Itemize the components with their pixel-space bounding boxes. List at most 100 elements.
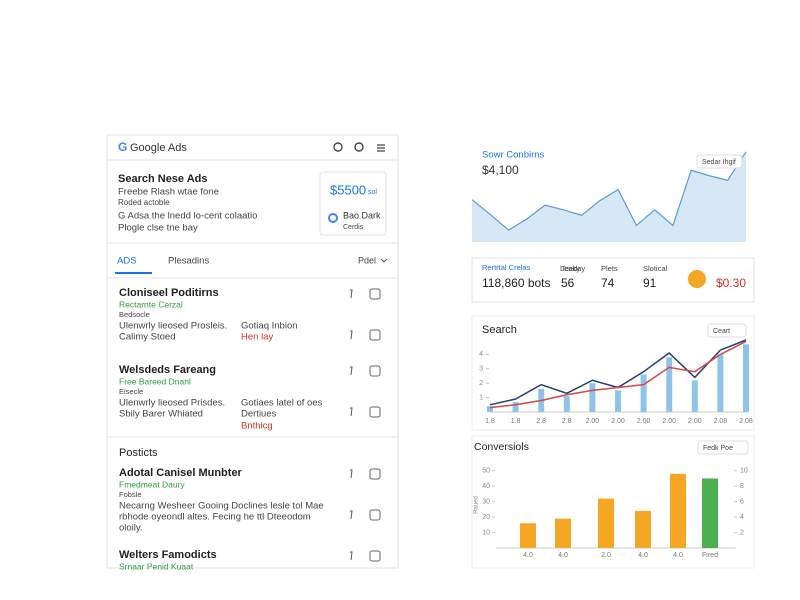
- listing-line: Ulenwrly lieosed Prosleis.: [119, 321, 227, 332]
- listing-line: Calimy Stoed: [119, 332, 176, 343]
- listing-line: rbhode oyeondl altes. Fecing he ttl Dtee…: [119, 512, 311, 523]
- x-tick-label: 2.00: [637, 418, 651, 425]
- tab-underline: [115, 272, 152, 274]
- stats-panel: [471, 257, 755, 303]
- bar: [640, 374, 647, 412]
- x-tick-label: 2.08: [714, 418, 728, 425]
- action-icon: [369, 365, 381, 377]
- y2-tick-label: 10: [740, 468, 748, 475]
- x-tick-label: 2.8: [536, 418, 546, 425]
- section-title: Posticts: [119, 447, 158, 459]
- listing-note: Gotiaes latel of oes: [241, 398, 323, 409]
- stat-value: $0.30: [716, 276, 746, 290]
- action-icon: [350, 407, 353, 417]
- action-icon: [369, 406, 381, 418]
- bar: [487, 406, 493, 412]
- x-tick-label: 2.08: [739, 418, 753, 425]
- stat-label: Plets: [601, 264, 618, 273]
- listing-title: Welters Famodicts: [119, 549, 217, 561]
- y-tick-label: 30: [482, 498, 490, 505]
- menu-icon[interactable]: [377, 144, 385, 152]
- y-tick-label: 2: [479, 380, 483, 387]
- y2-tick-label: 4: [740, 514, 744, 521]
- badge[interactable]: [697, 440, 749, 455]
- bar: [635, 510, 651, 548]
- x-tick-label: 2.8: [562, 418, 572, 425]
- y2-tick-label: 8: [740, 483, 744, 490]
- line: [489, 340, 747, 409]
- listing-line: Necarng Wesheer Gooing Doclines lesle to…: [119, 501, 324, 512]
- badge[interactable]: [696, 154, 743, 169]
- bar: [512, 401, 519, 412]
- x-tick-label: 4.0: [558, 552, 568, 559]
- logo: G: [118, 140, 127, 154]
- bar: [598, 498, 614, 548]
- listing-title: Cloniseel Poditirns: [119, 287, 219, 299]
- chart-subtitle: $4,100: [482, 163, 519, 177]
- action-icon: [350, 289, 353, 299]
- price: $5500: [330, 182, 366, 197]
- card-line: G Adsa the lnedd lo-cent colaatio: [118, 211, 257, 222]
- bar: [563, 396, 570, 412]
- x-tick-label: 1.8: [485, 418, 495, 425]
- bar: [702, 478, 718, 548]
- bar: [520, 523, 536, 548]
- card-line: Plogle clse tne bay: [118, 223, 198, 234]
- action-icon: [369, 468, 381, 480]
- listing-line: oloily.: [119, 523, 143, 534]
- card-title: Search Nese Ads: [118, 173, 207, 185]
- badge-label: Fedk Poe: [703, 445, 733, 452]
- stat-label: Leaky: [560, 264, 580, 273]
- x-tick-label: 4.0: [673, 552, 683, 559]
- bar: [666, 357, 673, 412]
- stat-label: Slotical: [643, 264, 668, 273]
- brand: Bao Dark: [343, 210, 381, 220]
- listing-title: Welsdeds Fareang: [119, 364, 216, 376]
- badge[interactable]: [707, 323, 747, 338]
- price-unit: sol: [368, 189, 377, 196]
- listing-tag: Fmedmeat Daury: [119, 479, 185, 489]
- action-icon: [350, 366, 353, 376]
- y-tick-label: 40: [482, 483, 490, 490]
- y-tick-label: 1: [479, 394, 483, 401]
- app-title: Google Ads: [130, 142, 187, 154]
- x-tick-label: 2.0: [601, 552, 611, 559]
- listing-tag: Srnaar Penid Kuaat: [119, 561, 194, 571]
- chart-panel: [471, 435, 755, 569]
- x-tick-label: 2.00: [662, 418, 676, 425]
- action-icon: [369, 550, 381, 562]
- action-icon: [350, 330, 353, 340]
- chart-title: Sowr Conbirns: [482, 150, 545, 161]
- search-icon[interactable]: [333, 142, 343, 152]
- stat-caption: Rertrtal Crelas: [482, 263, 531, 272]
- bar: [717, 354, 724, 412]
- x-tick-label: 4.0: [638, 552, 648, 559]
- tab: ADS: [117, 256, 137, 267]
- search-icon[interactable]: [354, 142, 364, 152]
- y-tick-label: 4: [479, 351, 483, 358]
- x-tick-label: 2.00: [688, 418, 702, 425]
- action-icon: [369, 329, 381, 341]
- stat-value: 91: [643, 276, 657, 290]
- stat-value: 118,860 bots: [482, 276, 551, 290]
- bar: [589, 383, 596, 412]
- stat-value: 74: [601, 276, 615, 290]
- y2-tick-label: 2: [740, 529, 744, 536]
- y2-tick-label: 6: [740, 498, 744, 505]
- tab: Plesadins: [168, 256, 209, 267]
- bar: [555, 518, 571, 548]
- y-tick-label: 20: [482, 514, 490, 521]
- y-tick-label: 50: [482, 468, 490, 475]
- filter: Pdel: [358, 255, 376, 265]
- listing-sub: Bedsocle: [119, 310, 150, 319]
- bar: [615, 390, 621, 412]
- action-icon: [350, 510, 353, 520]
- area-line: [471, 151, 747, 231]
- chart-title: Conversiols: [474, 441, 529, 453]
- bar: [691, 380, 698, 412]
- x-tick-label: 1.8: [511, 418, 521, 425]
- listing-title: Adotal Canisel Munbter: [119, 467, 243, 479]
- listing-tag: Rectarnte Cerzal: [119, 299, 183, 309]
- listing-line: Ulenwrly lieosed Prisdes.: [119, 398, 225, 409]
